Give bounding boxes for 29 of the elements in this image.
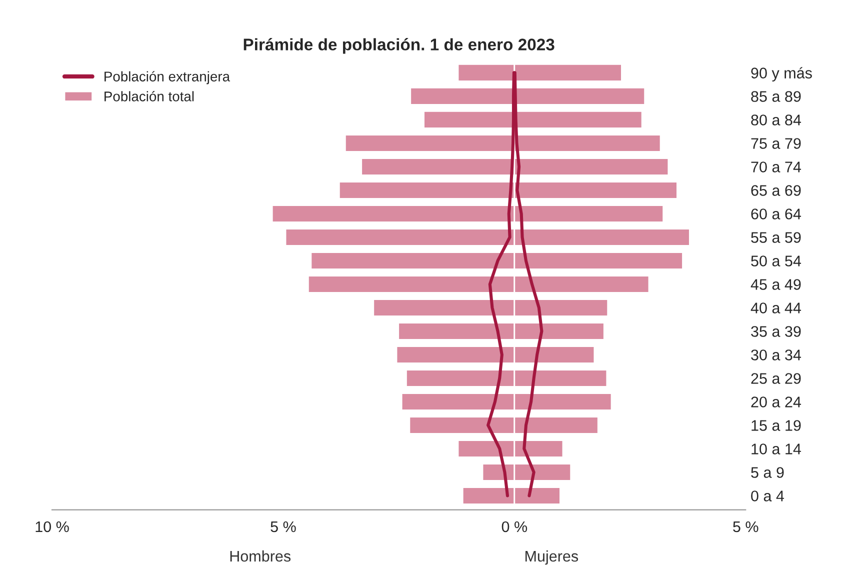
y-tick-label: 25 a 29	[751, 373, 801, 384]
x-tick-label: 10 %	[36, 521, 69, 532]
text: Mujeres	[526, 550, 578, 565]
y-tick-label: 60 a 64	[751, 208, 802, 220]
y-tick-label: 50 a 54	[751, 256, 802, 266]
chart-title: Pirámide de población. 1 de enero 2023	[244, 38, 554, 54]
y-tick-label: 65 a 69	[751, 185, 801, 196]
bar	[514, 134, 662, 152]
y-tick-label: 45 a 49	[750, 279, 801, 290]
legend-label: Población total	[104, 90, 194, 102]
y-tick-label: 70 a 74	[751, 162, 802, 172]
y-tick-label: 15 a 19	[752, 420, 801, 431]
y-tick-label: 55 a 59	[751, 232, 801, 243]
y-tick-label: 0 a 4	[751, 490, 784, 502]
y-tick-label: 75 a 79	[751, 138, 801, 149]
y-tick-label: 80 a 84	[751, 114, 802, 126]
y-tick-label: 10 a 14	[752, 444, 802, 454]
x-tick-label: 0 %	[502, 521, 528, 532]
text: Hombres	[230, 550, 291, 562]
y-tick-label: 30 a 34	[751, 350, 802, 360]
y-tick-label: 90 y más	[751, 67, 812, 82]
y-tick-label: 35 a 39	[751, 326, 801, 337]
x-tick-label: 5 %	[270, 521, 296, 532]
legend-label: Población extranjera	[104, 71, 230, 84]
y-tick-label: 20 a 24	[751, 396, 802, 408]
y-tick-label: 5 a 9	[751, 467, 784, 478]
x-tick-label: 5 %	[733, 521, 758, 532]
y-tick-label: 85 a 89	[751, 91, 801, 102]
y-tick-label: 40 a 44	[750, 302, 802, 314]
